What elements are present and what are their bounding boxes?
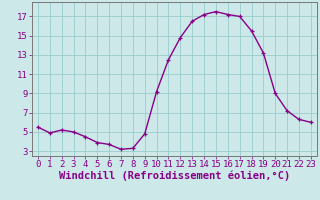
X-axis label: Windchill (Refroidissement éolien,°C): Windchill (Refroidissement éolien,°C) (59, 171, 290, 181)
